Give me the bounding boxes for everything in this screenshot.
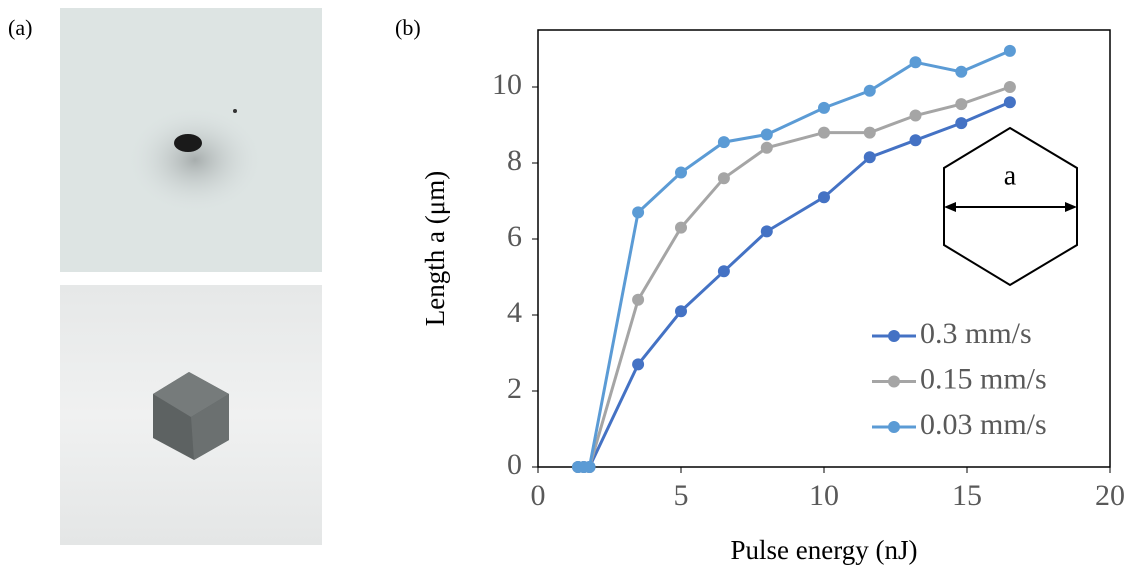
micrograph-bottom — [60, 285, 322, 545]
hexagon-inset: a — [943, 126, 1078, 287]
y-tick-label: 10 — [492, 68, 522, 101]
x-tick-label: 5 — [674, 479, 689, 512]
micrograph-top — [60, 8, 322, 272]
plot-frame — [537, 29, 1111, 468]
point — [760, 141, 773, 154]
legend-label: 0.03 mm/s — [920, 408, 1047, 441]
point — [863, 126, 876, 139]
point — [1003, 96, 1016, 109]
y-tick-label: 0 — [507, 448, 522, 481]
point — [818, 126, 830, 139]
point — [675, 221, 687, 234]
legend-label: 0.3 mm/s — [920, 317, 1032, 350]
inset-label: a — [1004, 160, 1017, 191]
point — [632, 206, 645, 219]
point — [1003, 81, 1016, 93]
legend-marker — [888, 421, 900, 433]
x-tick-label: 20 — [1095, 479, 1125, 512]
point — [632, 358, 645, 371]
y-tick-label: 8 — [507, 144, 522, 177]
point — [818, 101, 830, 114]
series-line — [578, 49, 1011, 469]
point — [955, 65, 968, 78]
point — [909, 56, 922, 69]
y-tick-label: 4 — [507, 296, 522, 329]
y-tick-label: 6 — [507, 220, 522, 253]
point — [675, 166, 687, 179]
x-axis-label: Pulse energy (nJ) — [731, 535, 918, 565]
point — [717, 265, 730, 278]
y-axis-label: Length a (μm) — [420, 171, 450, 326]
legend-marker — [888, 330, 900, 342]
legend-marker — [888, 375, 900, 388]
point — [583, 461, 596, 473]
x-tick-label: 15 — [952, 479, 982, 512]
point — [955, 117, 968, 130]
y-tick-label: 2 — [507, 372, 522, 405]
panel-label: (a) — [8, 15, 32, 40]
point — [717, 136, 730, 149]
point — [760, 128, 773, 141]
point — [909, 134, 922, 147]
point — [632, 293, 645, 306]
x-tick-label: 10 — [809, 479, 839, 512]
point — [863, 151, 876, 164]
panel-label: (b) — [395, 15, 421, 40]
point — [717, 172, 730, 185]
point — [675, 305, 687, 318]
point — [909, 109, 922, 122]
point — [818, 191, 830, 204]
point — [760, 225, 773, 238]
point — [1003, 44, 1016, 57]
x-tick-label: 0 — [531, 479, 546, 512]
point — [955, 98, 968, 111]
point — [863, 84, 876, 97]
legend-label: 0.15 mm/s — [920, 362, 1047, 395]
